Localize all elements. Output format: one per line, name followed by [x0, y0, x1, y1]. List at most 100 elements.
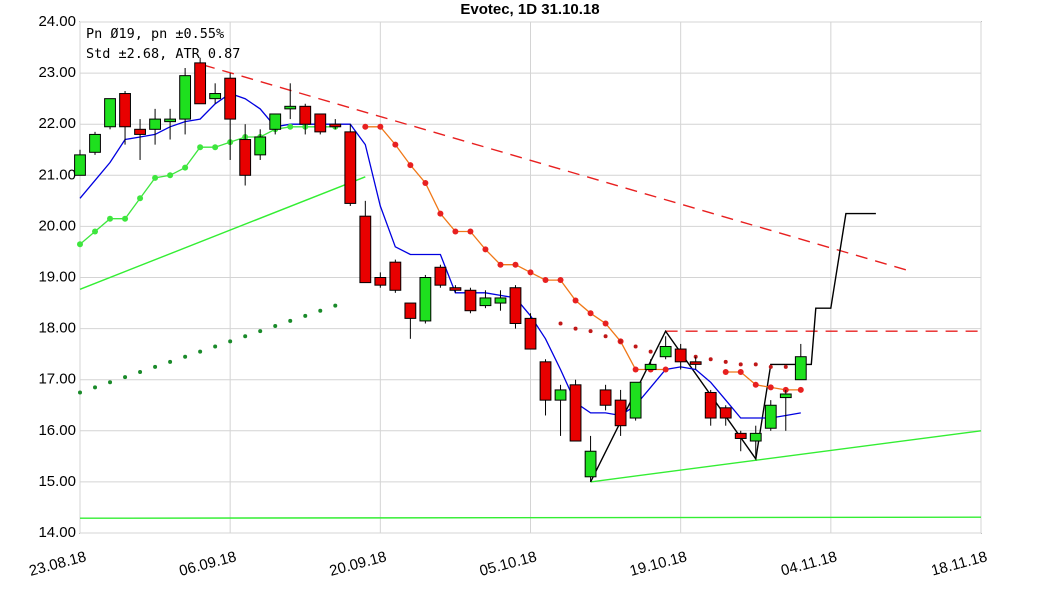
candle-body [629, 381, 642, 419]
indicator-dot [422, 179, 429, 186]
indicator-dot [542, 277, 549, 284]
indicator-dot [452, 228, 459, 235]
candle-body [614, 399, 627, 427]
candle-body [794, 356, 807, 381]
indicator-dot [618, 339, 623, 344]
indicator-dot [168, 359, 173, 364]
candle-body [284, 105, 297, 110]
indicator-dot [558, 321, 563, 326]
indicator-dot [288, 318, 293, 323]
y-tick-label: 16.00 [38, 422, 76, 439]
candle-body [464, 289, 477, 312]
indicator-dot [723, 359, 728, 364]
candle-body [134, 128, 146, 135]
candle-body [419, 277, 432, 322]
indicator-dot [708, 357, 713, 362]
candle-body [254, 136, 267, 156]
indicator-dot [783, 364, 788, 369]
indicator-dot [258, 329, 263, 334]
y-tick-label: 19.00 [38, 268, 76, 285]
indicator-dot [527, 269, 534, 276]
indicator-dot [632, 366, 639, 373]
candle-body [644, 363, 657, 370]
indicator-dot [123, 375, 128, 380]
candle-body [209, 93, 222, 100]
x-tick-label: 19.10.18 [628, 548, 689, 580]
y-tick-label: 22.00 [38, 115, 76, 132]
candle-body [389, 261, 402, 291]
x-tick-label: 20.09.18 [328, 548, 389, 580]
indicator-dot [437, 210, 444, 217]
x-tick-label: 05.10.18 [478, 548, 539, 580]
candle-body [344, 131, 357, 204]
indicator-dot [228, 339, 233, 344]
candle-body [119, 93, 131, 128]
candle-body [524, 317, 537, 350]
candle-body [239, 139, 252, 176]
indicator-dot [78, 390, 82, 395]
trend-line [589, 212, 876, 483]
indicator-dot [587, 310, 594, 317]
candle-body [719, 407, 732, 419]
indicator-dot [213, 344, 218, 349]
indicator-dot [482, 246, 489, 253]
x-tick-label: 04.11.18 [779, 548, 839, 579]
indicator-dot [722, 369, 729, 376]
indicator-dot [108, 380, 113, 385]
indicator-dot [557, 277, 564, 284]
y-tick-label: 17.00 [38, 371, 76, 388]
annotation: Std ±2.68, ATR 0.87 [86, 46, 240, 62]
candle-body [359, 215, 372, 284]
indicator-dot [273, 324, 278, 329]
indicator-dot [183, 354, 188, 359]
candle-body [74, 154, 86, 176]
indicator-dot [407, 162, 414, 169]
indicator-dot [392, 141, 399, 148]
y-tick-label: 21.00 [38, 166, 76, 183]
indicator-dot [572, 297, 579, 304]
trend-line [202, 64, 907, 271]
indicator-dot [768, 364, 773, 369]
indicator-dot [573, 326, 578, 331]
candle-body [299, 105, 312, 125]
y-tick-label: 23.00 [38, 64, 76, 81]
candle-body [164, 118, 177, 123]
indicator-dot [93, 385, 98, 390]
indicator-dot [107, 215, 114, 222]
candle-body [434, 266, 447, 286]
candle-body [269, 113, 282, 130]
indicator-dot [588, 329, 593, 334]
candle-body [569, 384, 582, 442]
indicator-dot [167, 172, 174, 179]
indicator-dot [752, 381, 759, 388]
trend-line [79, 176, 366, 290]
candle-body [659, 345, 672, 358]
indicator-dot [287, 123, 294, 130]
indicator-dot [738, 362, 743, 367]
indicator-dot [497, 261, 504, 268]
y-tick-label: 14.00 [38, 524, 76, 541]
indicator-dot [138, 370, 143, 375]
candle-body [179, 75, 192, 120]
indicator-dot [648, 349, 653, 354]
indicator-dot [467, 228, 474, 235]
candle-body [224, 77, 237, 120]
annotation: Pn Ø19, pn ±0.55% [86, 26, 224, 42]
indicator-dot [318, 308, 323, 313]
indicator-dot [212, 144, 219, 151]
candle-body [689, 361, 702, 365]
indicator-dot [197, 144, 204, 151]
candle-body [329, 123, 342, 128]
candle-body [704, 391, 717, 419]
indicator-dot [602, 320, 609, 327]
indicator-dot [737, 369, 744, 376]
y-tick-label: 20.00 [38, 217, 76, 234]
trend-line [590, 430, 982, 483]
indicator-dot [137, 195, 144, 202]
candle-body [674, 348, 687, 363]
candle-body [509, 287, 522, 324]
indicator-dot [153, 364, 158, 369]
candle-body [374, 277, 387, 286]
chart-title: Evotec, 1D 31.10.18 [460, 1, 599, 18]
